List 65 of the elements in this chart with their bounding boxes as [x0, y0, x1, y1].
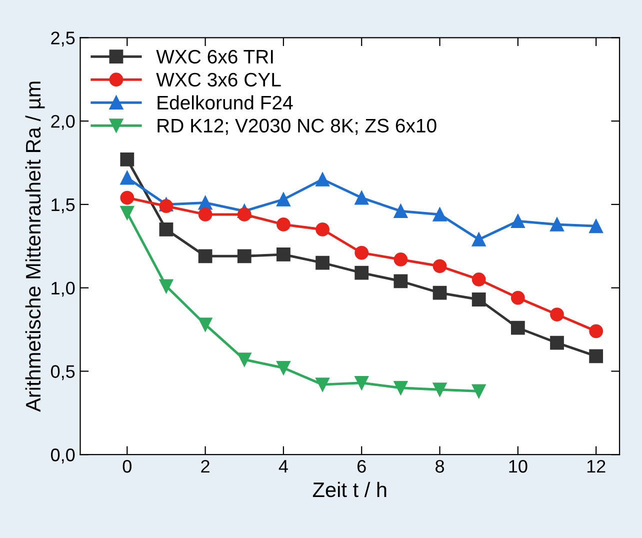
point	[432, 208, 447, 222]
point	[589, 219, 604, 234]
x-tick-label: 6	[358, 460, 366, 473]
point	[394, 252, 408, 266]
point	[432, 259, 447, 274]
point	[472, 384, 486, 398]
point	[432, 286, 447, 300]
point	[198, 208, 212, 222]
point	[510, 214, 525, 228]
y-tick-label: 2,0	[51, 114, 75, 130]
point	[198, 318, 212, 332]
legend-label: WXC 3x6 CYL	[156, 72, 281, 87]
legend-label: RD K12; V2030 NC 8K; ZS 6x10	[158, 118, 436, 135]
point	[472, 292, 486, 306]
point	[550, 218, 564, 232]
y-tick-label: 1,5	[52, 198, 75, 214]
point	[120, 152, 134, 166]
point	[394, 274, 408, 288]
point	[316, 222, 330, 236]
point	[550, 308, 564, 322]
point	[472, 272, 486, 286]
y-tick-label: 1,0	[52, 282, 75, 297]
point	[276, 218, 290, 232]
x-tick-label: 8	[436, 460, 444, 473]
point	[159, 279, 174, 294]
point	[198, 249, 212, 264]
point	[276, 248, 290, 262]
point	[237, 208, 252, 222]
legend-label: Edelkorund F24	[158, 95, 293, 110]
point	[589, 324, 604, 338]
point	[550, 336, 564, 350]
x-tick-label: 0	[122, 460, 132, 473]
y-tick-label: 2,5	[51, 32, 75, 47]
y-tick-label: 0,5	[50, 365, 75, 380]
point	[316, 256, 330, 270]
legend-label: WXC 6x6 TRI	[156, 50, 273, 64]
point	[159, 222, 174, 236]
point	[432, 382, 447, 397]
point	[589, 349, 604, 364]
point	[510, 290, 525, 305]
point	[237, 249, 252, 264]
x-tick-label: 10	[509, 460, 528, 473]
y-tick-label: 0,0	[50, 448, 75, 464]
x-tick-label: 4	[278, 460, 288, 473]
point	[237, 352, 252, 366]
point	[354, 376, 369, 390]
point	[120, 190, 134, 205]
point	[394, 204, 408, 218]
point	[276, 192, 290, 206]
x-tick-label: 2	[201, 460, 210, 473]
point	[316, 378, 330, 392]
point	[120, 206, 134, 220]
point	[316, 172, 330, 186]
point	[394, 380, 408, 395]
point	[354, 190, 369, 205]
point	[120, 170, 134, 185]
point	[159, 199, 174, 214]
x-tick-label: 12	[587, 460, 606, 473]
point	[472, 232, 486, 246]
point	[354, 266, 369, 280]
point	[276, 360, 290, 375]
point	[354, 246, 369, 260]
y-axis-title: Arithmetische Mittenrauheit Ra / µm	[25, 82, 45, 412]
point	[510, 320, 525, 335]
x-axis-title: Zeit t / h	[312, 482, 386, 498]
